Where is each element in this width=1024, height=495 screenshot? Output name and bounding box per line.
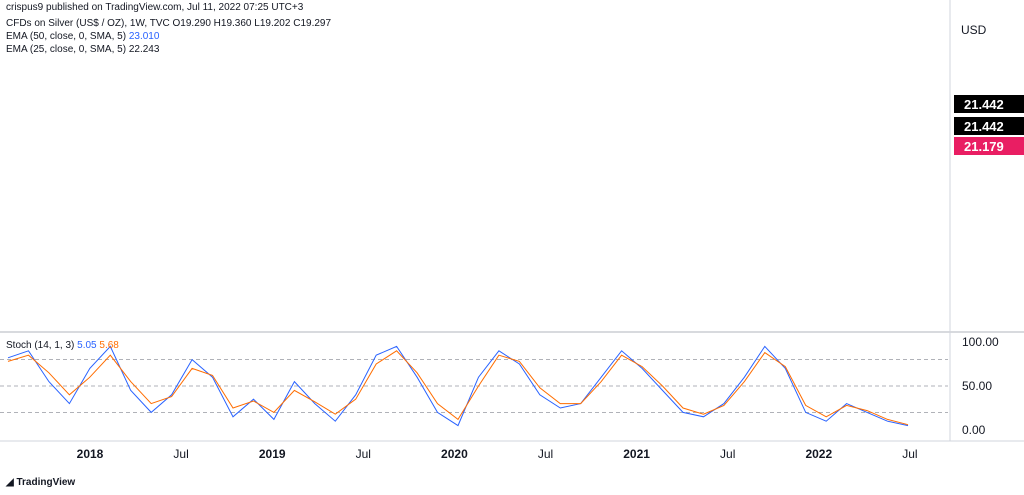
ohlc-high: 19.360	[220, 18, 252, 29]
price-badge	[954, 137, 1024, 155]
stoch-d-value: 5.68	[99, 340, 119, 351]
tradingview-logo[interactable]: ◢ TradingView	[6, 477, 75, 488]
symbol-name[interactable]: CFDs on Silver (US$ / OZ), 1W, TVC	[6, 18, 170, 29]
ema25-label: EMA (25, close, 0, SMA, 5)	[6, 44, 127, 55]
time-tick-label: 2019	[259, 447, 286, 461]
stoch-tick-label: 50.00	[962, 379, 992, 393]
ohlc-open: 19.290	[180, 18, 211, 29]
time-tick-label: Jul	[356, 447, 371, 461]
ohlc-close-key: C	[293, 18, 301, 29]
time-tick-label: 2020	[441, 447, 468, 461]
price-badge-label: 21.442	[964, 97, 1004, 112]
symbol-line: CFDs on Silver (US$ / OZ), 1W, TVC O19.2…	[6, 18, 331, 30]
price-badge	[954, 95, 1024, 113]
stoch-k-value: 5.05	[77, 340, 97, 351]
stoch-tick-label: 0.00	[962, 423, 986, 437]
time-tick-label: 2022	[805, 447, 832, 461]
tradingview-logo-icon: ◢	[6, 477, 17, 488]
time-tick-label: Jul	[720, 447, 735, 461]
price-badge	[954, 117, 1024, 135]
price-badge-label: 21.442	[964, 119, 1004, 134]
ema50-legend[interactable]: EMA (50, close, 0, SMA, 5) 23.010	[6, 31, 159, 43]
price-grid	[0, 0, 1024, 442]
price-badge-label: 21.179	[964, 139, 1004, 154]
stoch-legend[interactable]: Stoch (14, 1, 3) 5.05 5.68	[6, 340, 119, 352]
stochastic-pane: 100.00 50.00 0.00	[0, 335, 999, 437]
price-badges: 21.442 21.442 21.179	[954, 95, 1024, 155]
publisher-line: crispus9 published on TradingView.com, J…	[6, 2, 304, 13]
ema50-value: 23.010	[128, 31, 160, 42]
ema25-legend[interactable]: EMA (25, close, 0, SMA, 5) 22.243	[6, 44, 159, 56]
stoch-k-line	[7, 345, 909, 427]
ohlc-open-key: O	[172, 18, 181, 29]
time-tick-label: 2021	[623, 447, 650, 461]
ema50-label: EMA (50, close, 0, SMA, 5)	[6, 31, 127, 42]
ohlc-low: 19.202	[259, 18, 291, 29]
time-tick-label: Jul	[173, 447, 188, 461]
ohlc-low-key: L	[254, 18, 260, 29]
time-tick-label: 2018	[77, 447, 104, 461]
ohlc-high-key: H	[213, 18, 221, 29]
time-tick-label: Jul	[538, 447, 553, 461]
tradingview-logo-text: TradingView	[16, 477, 76, 488]
stoch-tick-label: 100.00	[962, 335, 999, 349]
ohlc-close: 19.297	[300, 18, 332, 29]
time-tick-label: Jul	[902, 447, 917, 461]
stoch-label: Stoch (14, 1, 3)	[6, 340, 75, 351]
time-axis: 2018 Jul 2019 Jul 2020 Jul 2021 Jul 2022 Jul	[77, 447, 918, 461]
ema25-value: 22.243	[128, 44, 160, 55]
stoch-d-line	[7, 350, 909, 426]
currency-label: USD	[961, 23, 987, 37]
